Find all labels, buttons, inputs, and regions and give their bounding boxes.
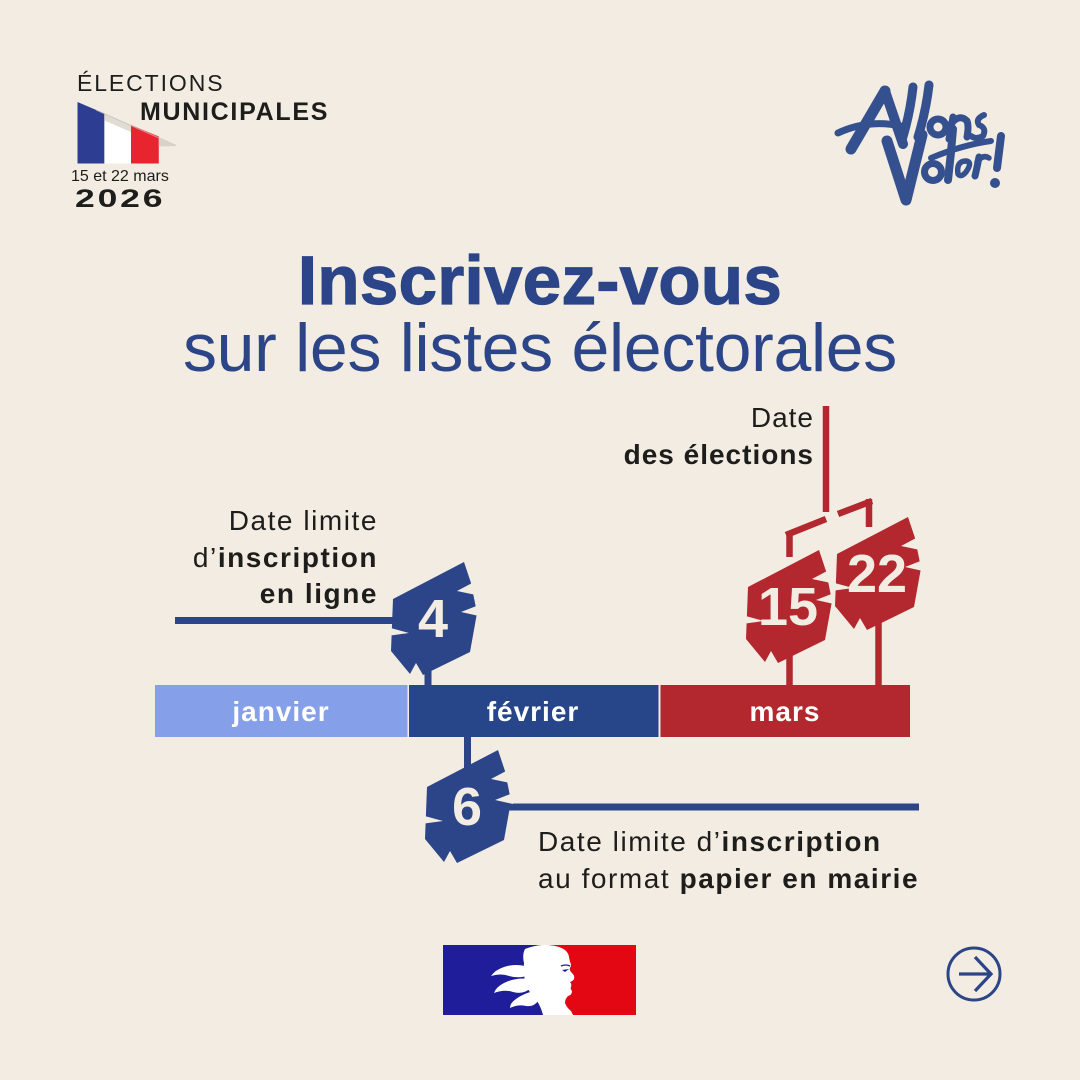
svg-text:6: 6 <box>452 777 482 837</box>
svg-text:22: 22 <box>847 544 907 604</box>
svg-text:mars: mars <box>750 696 821 727</box>
svg-text:février: février <box>487 696 580 727</box>
svg-text:15: 15 <box>758 577 818 637</box>
svg-text:janvier: janvier <box>231 696 329 727</box>
svg-text:4: 4 <box>418 589 448 649</box>
